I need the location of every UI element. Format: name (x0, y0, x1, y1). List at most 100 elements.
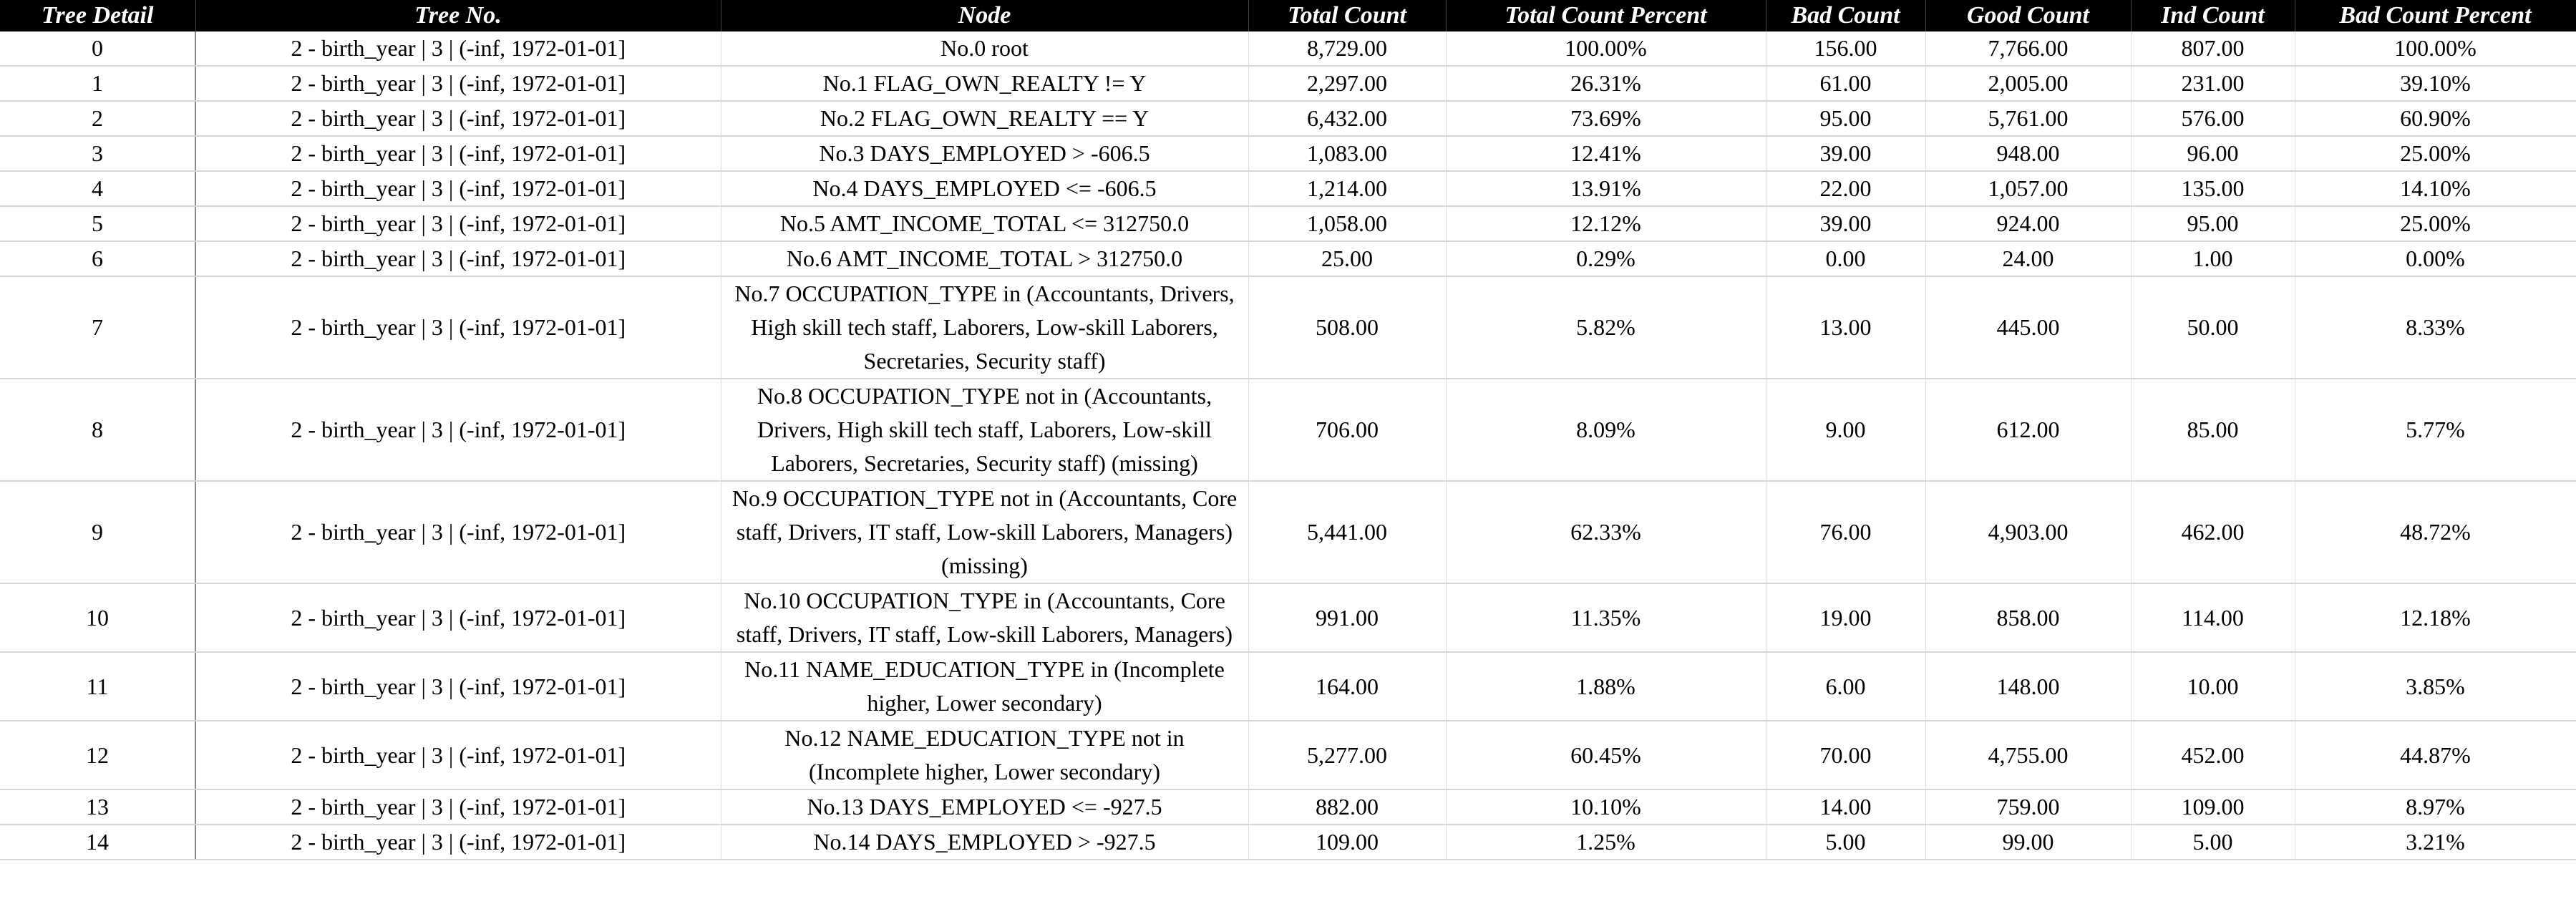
cell-tree-detail: 9 (0, 481, 196, 584)
cell-node: No.2 FLAG_OWN_REALTY == Y (721, 101, 1249, 137)
column-header-good-count: Good Count (1925, 0, 2132, 31)
header-row: Tree Detail Tree No. Node Total Count Total … (0, 0, 2576, 31)
cell-total-count-percent: 62.33% (1446, 481, 1766, 584)
cell-bad-count: 95.00 (1766, 101, 1926, 137)
cell-total-count-percent: 100.00% (1446, 31, 1766, 67)
cell-node: No.14 DAYS_EMPLOYED > -927.5 (721, 825, 1249, 860)
cell-good-count: 148.00 (1925, 652, 2132, 721)
cell-tree-detail: 13 (0, 789, 196, 825)
cell-tree-no: 2 - birth_year | 3 | (-inf, 1972-01-01] (195, 825, 721, 860)
cell-good-count: 924.00 (1925, 206, 2132, 242)
cell-tree-detail: 12 (0, 721, 196, 790)
cell-node: No.4 DAYS_EMPLOYED <= -606.5 (721, 171, 1249, 207)
cell-total-count-percent: 13.91% (1446, 171, 1766, 207)
cell-tree-detail: 1 (0, 66, 196, 102)
cell-good-count: 2,005.00 (1925, 66, 2132, 102)
cell-good-count: 612.00 (1925, 379, 2132, 482)
cell-tree-no: 2 - birth_year | 3 | (-inf, 1972-01-01] (195, 583, 721, 653)
cell-ind-count: 109.00 (2131, 789, 2295, 825)
cell-bad-count-percent: 8.97% (2295, 789, 2576, 825)
cell-tree-detail: 8 (0, 379, 196, 482)
cell-ind-count: 135.00 (2131, 171, 2295, 207)
cell-bad-count: 156.00 (1766, 31, 1926, 67)
cell-total-count: 706.00 (1248, 379, 1447, 482)
column-header-ind-count: Ind Count (2131, 0, 2295, 31)
cell-ind-count: 576.00 (2131, 101, 2295, 137)
cell-good-count: 5,761.00 (1925, 101, 2132, 137)
column-header-node: Node (721, 0, 1249, 31)
cell-node: No.9 OCCUPATION_TYPE not in (Accountants… (721, 481, 1249, 584)
table-row: 14 2 - birth_year | 3 | (-inf, 1972-01-01… (0, 825, 2576, 860)
cell-total-count-percent: 11.35% (1446, 583, 1766, 653)
table-row: 13 2 - birth_year | 3 | (-inf, 1972-01-01… (0, 789, 2576, 825)
cell-total-count: 5,441.00 (1248, 481, 1447, 584)
cell-node: No.11 NAME_EDUCATION_TYPE in (Incomplete… (721, 652, 1249, 721)
cell-tree-detail: 10 (0, 583, 196, 653)
cell-tree-no: 2 - birth_year | 3 | (-inf, 1972-01-01] (195, 379, 721, 482)
cell-total-count: 508.00 (1248, 276, 1447, 379)
cell-tree-detail: 7 (0, 276, 196, 379)
cell-tree-detail: 3 (0, 136, 196, 172)
cell-total-count-percent: 10.10% (1446, 789, 1766, 825)
cell-node: No.0 root (721, 31, 1249, 67)
column-header-bad-count-percent: Bad Count Percent (2295, 0, 2576, 31)
cell-total-count-percent: 12.12% (1446, 206, 1766, 242)
cell-bad-count: 14.00 (1766, 789, 1926, 825)
cell-good-count: 99.00 (1925, 825, 2132, 860)
cell-bad-count-percent: 44.87% (2295, 721, 2576, 790)
cell-bad-count-percent: 3.21% (2295, 825, 2576, 860)
cell-total-count: 1,214.00 (1248, 171, 1447, 207)
cell-bad-count: 22.00 (1766, 171, 1926, 207)
cell-good-count: 4,903.00 (1925, 481, 2132, 584)
cell-ind-count: 10.00 (2131, 652, 2295, 721)
cell-ind-count: 114.00 (2131, 583, 2295, 653)
cell-good-count: 445.00 (1925, 276, 2132, 379)
cell-bad-count: 19.00 (1766, 583, 1926, 653)
column-header-tree-detail: Tree Detail (0, 0, 196, 31)
cell-total-count: 882.00 (1248, 789, 1447, 825)
cell-total-count: 1,058.00 (1248, 206, 1447, 242)
cell-tree-no: 2 - birth_year | 3 | (-inf, 1972-01-01] (195, 652, 721, 721)
cell-good-count: 948.00 (1925, 136, 2132, 172)
column-header-bad-count: Bad Count (1766, 0, 1926, 31)
cell-tree-no: 2 - birth_year | 3 | (-inf, 1972-01-01] (195, 481, 721, 584)
cell-bad-count-percent: 3.85% (2295, 652, 2576, 721)
cell-tree-no: 2 - birth_year | 3 | (-inf, 1972-01-01] (195, 276, 721, 379)
column-header-total-count-percent: Total Count Percent (1446, 0, 1766, 31)
cell-node: No.7 OCCUPATION_TYPE in (Accountants, Dr… (721, 276, 1249, 379)
cell-total-count: 8,729.00 (1248, 31, 1447, 67)
cell-node: No.12 NAME_EDUCATION_TYPE not in (Incomp… (721, 721, 1249, 790)
cell-tree-detail: 6 (0, 241, 196, 277)
cell-bad-count: 61.00 (1766, 66, 1926, 102)
cell-bad-count-percent: 25.00% (2295, 206, 2576, 242)
cell-node: No.6 AMT_INCOME_TOTAL > 312750.0 (721, 241, 1249, 277)
cell-tree-detail: 11 (0, 652, 196, 721)
cell-bad-count: 13.00 (1766, 276, 1926, 379)
cell-tree-detail: 14 (0, 825, 196, 860)
cell-bad-count: 5.00 (1766, 825, 1926, 860)
cell-total-count: 25.00 (1248, 241, 1447, 277)
cell-ind-count: 807.00 (2131, 31, 2295, 67)
column-header-total-count: Total Count (1248, 0, 1447, 31)
cell-tree-no: 2 - birth_year | 3 | (-inf, 1972-01-01] (195, 101, 721, 137)
cell-total-count: 2,297.00 (1248, 66, 1447, 102)
cell-node: No.10 OCCUPATION_TYPE in (Accountants, C… (721, 583, 1249, 653)
cell-ind-count: 85.00 (2131, 379, 2295, 482)
cell-total-count: 164.00 (1248, 652, 1447, 721)
cell-total-count-percent: 60.45% (1446, 721, 1766, 790)
cell-ind-count: 1.00 (2131, 241, 2295, 277)
cell-bad-count: 39.00 (1766, 136, 1926, 172)
cell-tree-detail: 2 (0, 101, 196, 137)
cell-good-count: 24.00 (1925, 241, 2132, 277)
cell-good-count: 4,755.00 (1925, 721, 2132, 790)
cell-node: No.1 FLAG_OWN_REALTY != Y (721, 66, 1249, 102)
cell-bad-count-percent: 14.10% (2295, 171, 2576, 207)
column-header-tree-no: Tree No. (195, 0, 721, 31)
